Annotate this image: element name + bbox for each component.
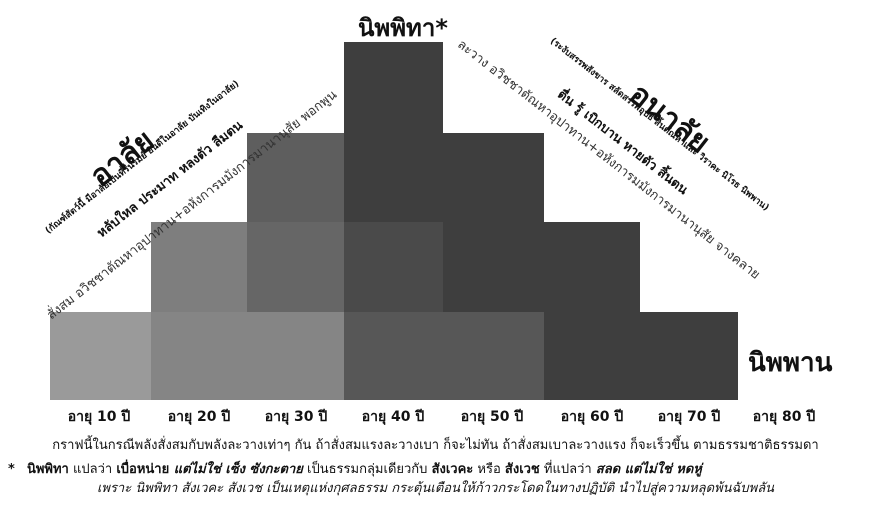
footnote-bored: เบื่อหน่าย — [116, 462, 170, 477]
age-label-50: อายุ 50 ปี — [460, 409, 524, 425]
footnote-star: * — [8, 462, 15, 477]
age-label-80: อายุ 80 ปี — [752, 409, 816, 425]
band-mid-center — [344, 222, 443, 312]
age-label-10: อายุ 10 ปี — [67, 409, 131, 425]
footnote-samvega: สังเวคะ — [431, 462, 474, 477]
footnote-notdull: แต่ไม่ใช่ เซ็ง ซังกะตาย — [169, 462, 303, 477]
footnote-line1: * นิพพิทา แปลว่า เบื่อหน่าย แต่ไม่ใช่ เซ… — [8, 458, 868, 479]
age-label-20: อายุ 20 ปี — [167, 409, 231, 425]
footnote-sangvet: สังเวช — [504, 462, 540, 477]
age-label-40: อายุ 40 ปี — [361, 409, 425, 425]
age-label-30: อายุ 30 ปี — [264, 409, 328, 425]
block-age60 — [544, 222, 640, 400]
footnote-term: นิพพิทา — [26, 462, 69, 477]
footnote-line2: เพราะ นิพพิทา สังเวคะ สังเวช เป็นเหตุแห่… — [96, 481, 775, 496]
caption: กราฟนี้ในกรณีพลังสั่งสมกับพลังละวางเท่าๆ… — [52, 438, 819, 453]
block-age10 — [50, 312, 151, 400]
footnote-salot: สลด แต่ไม่ใช่ หดหู่ — [595, 462, 702, 477]
age-label-60: อายุ 60 ปี — [560, 409, 624, 425]
footnote-text-a: แปลว่า — [68, 462, 117, 477]
band-lower-left — [151, 312, 344, 400]
footnote-text-b: เป็นธรรมกลุ่มเดียวกับ — [302, 462, 432, 477]
block-age70 — [640, 312, 738, 400]
age-label-70: อายุ 70 ปี — [657, 409, 721, 425]
footnote-text-d: ที่แปลว่า — [539, 462, 596, 477]
footnote-text-c: หรือ — [473, 462, 505, 477]
band-lower-center — [344, 312, 544, 400]
top-title: นิพพิทา* — [358, 14, 448, 42]
band-mid-left — [247, 222, 344, 312]
nirvana-label: นิพพาน — [748, 348, 833, 378]
